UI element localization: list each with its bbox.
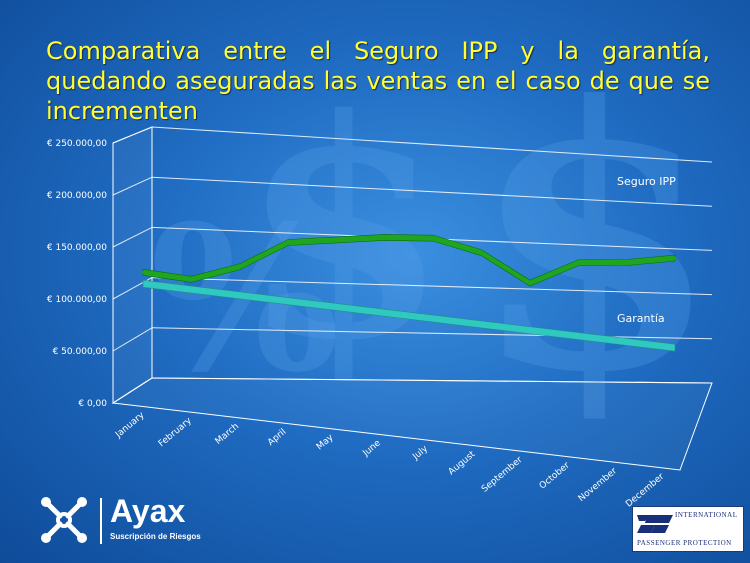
logo-divider [100, 498, 102, 544]
x-tick-label: October [538, 460, 572, 491]
series-seguro-ipp-line [142, 234, 676, 287]
y-tick-label: € 0,00 [78, 399, 107, 409]
gridline [151, 176, 713, 207]
y-tick-label: € 100.000,00 [47, 295, 107, 305]
ipp-logo: INTERNATIONAL PASSENGER PROTECTION [632, 506, 744, 552]
ayax-logo-subtitle: Suscripción de Riesgos [110, 532, 201, 541]
x-tick-label: November [577, 466, 620, 504]
ipp-logo-mark-icon [637, 515, 673, 533]
series-garantia-band [142, 279, 676, 352]
gridline-side [112, 126, 153, 144]
series-label-garantia: Garantía [617, 312, 665, 325]
y-axis-tick-labels: € 0,00 € 50.000,00 € 100.000,00 € 150.000,0… [47, 139, 107, 409]
gridline-side [112, 377, 153, 404]
ayax-logo: Ayax Suscripción de Riesgos [38, 494, 208, 550]
series-seguro-ipp-point [431, 236, 435, 240]
gridline [151, 126, 713, 163]
x-tick-label: April [266, 427, 288, 448]
x-tick-label: February [157, 416, 194, 450]
series-seguro-ipp [141, 234, 677, 287]
gridline-side [112, 226, 153, 248]
x-tick-label: August [447, 449, 478, 477]
series-garantia [142, 279, 676, 352]
series-seguro-ipp-point [528, 281, 532, 285]
x-tick-label: January [113, 410, 147, 441]
gridline [151, 327, 713, 340]
x-tick-label: March [214, 422, 241, 447]
x-tick-label: June [361, 438, 384, 459]
series-seguro-ipp-point [383, 236, 387, 239]
chart-left-wall [112, 126, 153, 404]
slide-title: Comparativa entre el Seguro IPP y la gar… [46, 37, 710, 125]
ipp-logo-line2: PASSENGER PROTECTION [637, 539, 732, 547]
ayax-logo-mark-icon [41, 497, 87, 543]
y-tick-label: € 150.000,00 [47, 243, 107, 253]
series-seguro-ipp-point [141, 271, 145, 274]
x-tick-label: December [624, 472, 666, 510]
series-seguro-ipp-point [238, 265, 241, 268]
series-seguro-ipp-point [335, 238, 338, 242]
series-seguro-ipp-point [190, 278, 193, 281]
y-tick-label: € 250.000,00 [47, 139, 107, 149]
x-tick-label: September [480, 455, 525, 495]
series-seguro-ipp-point [625, 261, 628, 264]
gridline [151, 377, 713, 384]
gridline-side [112, 327, 153, 352]
ayax-logo-name: Ayax [110, 493, 186, 529]
x-tick-label: July [410, 443, 430, 462]
series-seguro-ipp-point [286, 241, 290, 244]
y-tick-label: € 50.000,00 [53, 347, 108, 357]
series-seguro-ipp-point [480, 251, 483, 254]
series-seguro-ipp-point [673, 256, 677, 260]
series-labels: Seguro IPP Garantía [617, 175, 676, 325]
series-label-seguro-ipp: Seguro IPP [617, 175, 676, 188]
gridline-side [112, 176, 153, 196]
x-tick-label: May [315, 432, 336, 452]
gridline [151, 277, 713, 296]
series-seguro-ipp-point [577, 261, 580, 264]
y-tick-label: € 200.000,00 [47, 191, 107, 201]
ipp-logo-line1: INTERNATIONAL [675, 511, 738, 519]
